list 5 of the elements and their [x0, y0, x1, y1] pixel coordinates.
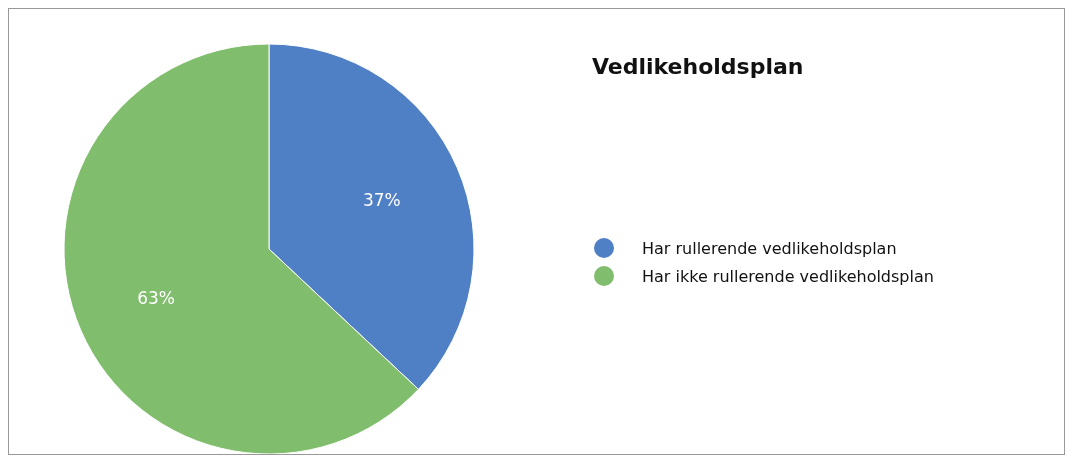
legend-label: Har ikke rullerende vedlikeholdsplan	[642, 266, 934, 286]
data-label: 63%	[137, 287, 176, 308]
legend-label: Har rullerende vedlikeholdsplan	[642, 238, 897, 258]
text: Vedlikeholdsplan	[592, 54, 804, 79]
data-label: 37%	[362, 190, 401, 211]
